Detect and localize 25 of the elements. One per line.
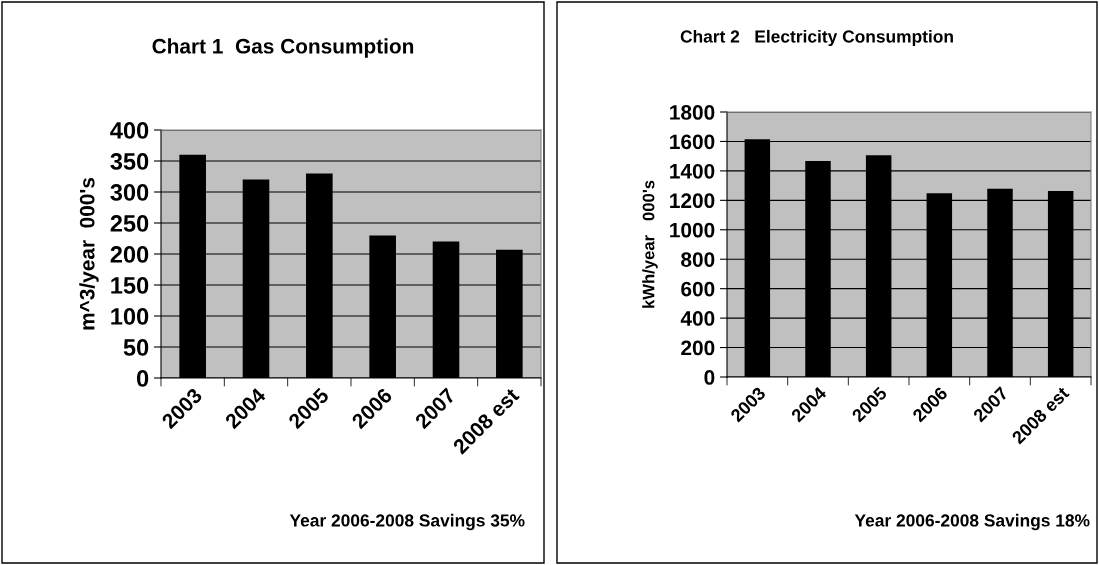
y-tick-label: 1400 xyxy=(670,163,715,179)
y-tick-label: 400 xyxy=(680,311,715,326)
chart-title: Chart 1 Gas Consumption xyxy=(152,38,414,58)
y-tick-label: 0 xyxy=(704,370,715,385)
y-tick-label: 100 xyxy=(111,308,149,325)
y-axis-title: m^3/year 000's xyxy=(79,177,99,330)
y-tick-label: 400 xyxy=(110,122,149,139)
y-tick-label: 1800 xyxy=(670,105,715,120)
y-tick-label: 1200 xyxy=(670,193,715,209)
y-tick-label: 350 xyxy=(110,153,149,170)
y-tick-label: 150 xyxy=(111,277,149,294)
chart-title: Chart 2 Electricity Consumption xyxy=(680,29,953,47)
y-tick-label: 600 xyxy=(681,281,715,297)
y-axis-title: kWh/year 000's xyxy=(642,180,658,308)
y-tick-label: 0 xyxy=(137,370,149,387)
y-tick-label: 200 xyxy=(681,340,715,356)
y-tick-label: 250 xyxy=(110,215,149,232)
text: Year 2006-2008 Savings 18% xyxy=(854,513,1090,531)
y-tick-label: 300 xyxy=(110,184,149,201)
y-tick-label: 200 xyxy=(110,246,149,263)
y-tick-label: 1000 xyxy=(670,222,715,238)
y-tick-label: 50 xyxy=(123,339,149,356)
text: Year 2006-2008 Savings 35% xyxy=(289,513,525,531)
y-tick-label: 1600 xyxy=(670,134,715,150)
y-tick-label: 800 xyxy=(681,252,715,267)
